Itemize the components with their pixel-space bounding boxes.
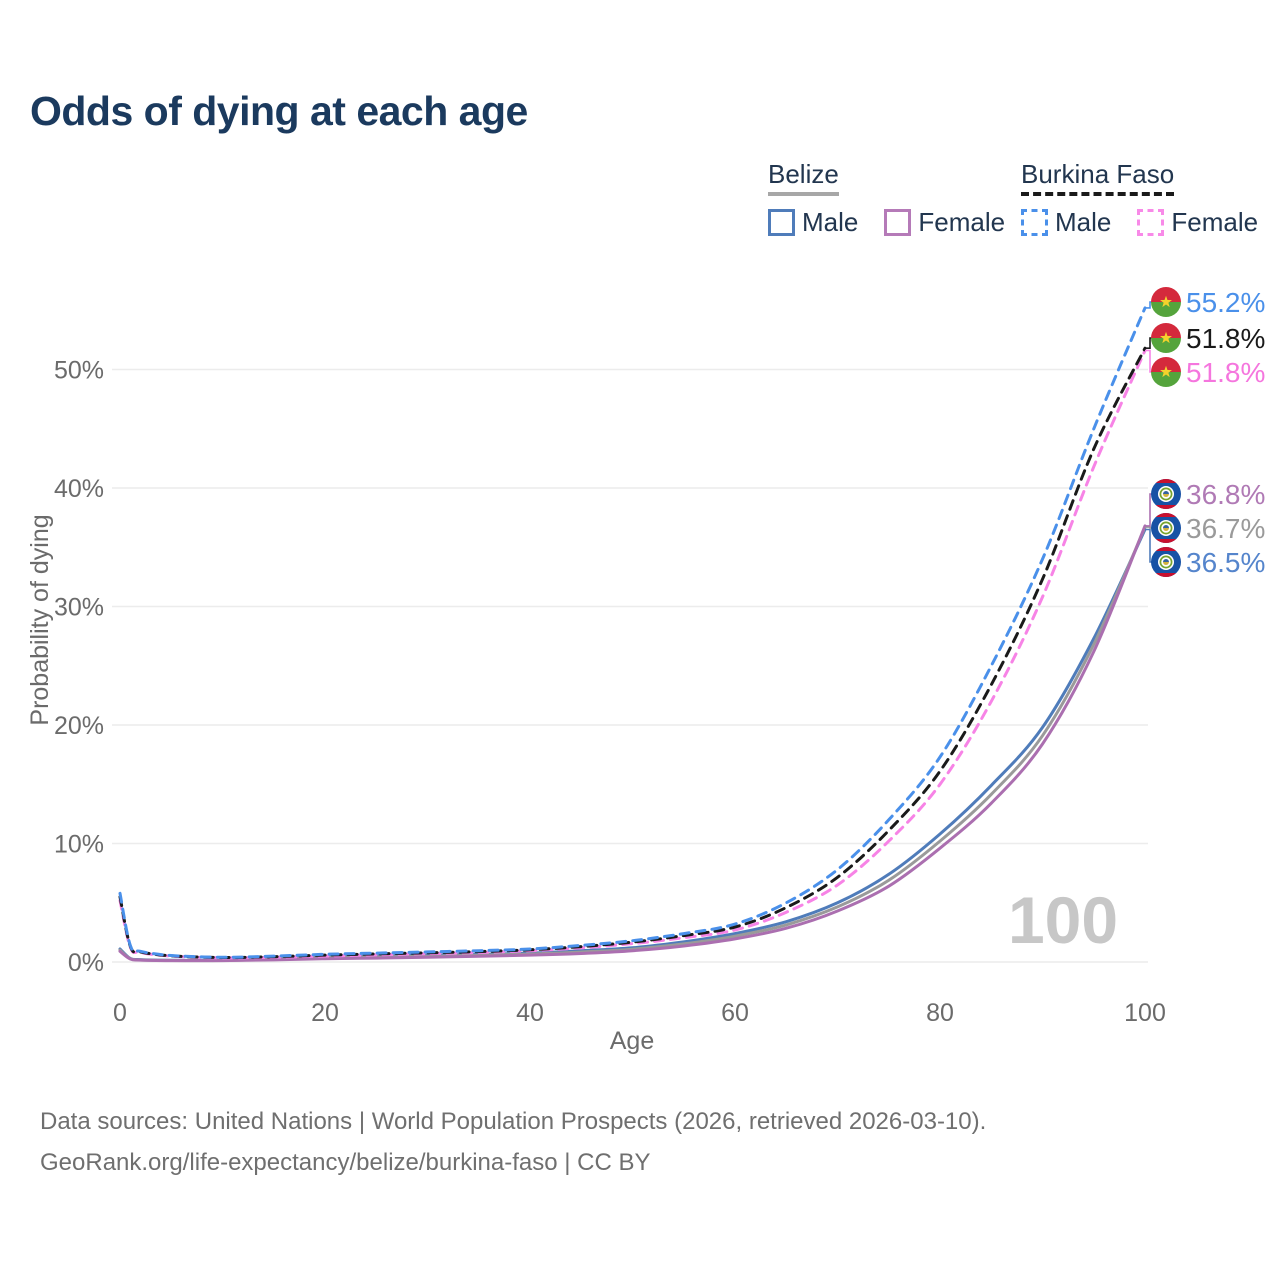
legend-country-belize[interactable]: Belize [768, 160, 839, 196]
end-value-label-belize-female: 36.8% [1186, 479, 1265, 510]
x-tick-label: 100 [1124, 999, 1166, 1027]
end-value-label-burkina-faso-male: 55.2% [1186, 287, 1265, 318]
legend-label: Male [1055, 206, 1112, 237]
legend-label: Female [918, 206, 1006, 237]
hover-age-watermark: 100 [1008, 883, 1118, 957]
legend-item-belize-male[interactable]: Male [768, 207, 858, 238]
curve-burkina-faso-female[interactable] [118, 349, 1147, 960]
legend-item-burkina-faso-male[interactable]: Male [1021, 207, 1111, 238]
legend-item-burkina-faso-female[interactable]: Female [1137, 207, 1258, 238]
data-source-text: Data sources: United Nations | World Pop… [40, 1108, 987, 1135]
curve-burkina-faso-male[interactable] [118, 306, 1147, 959]
belize-flag-icon [1151, 513, 1181, 543]
burkina-faso-male-swatch-icon [1021, 208, 1048, 236]
legend-group-belize: Belize Male Female [768, 160, 1005, 238]
belize-flag-icon [1151, 547, 1181, 577]
curve-burkina-faso-both[interactable] [118, 346, 1147, 960]
x-axis-title: Age [610, 1027, 654, 1055]
legend-country-burkina-faso[interactable]: Burkina Faso [1021, 160, 1175, 196]
end-value-label-belize-both: 36.7% [1186, 513, 1265, 544]
curve-belize-male[interactable] [118, 528, 1147, 962]
legend-label: Female [1171, 206, 1259, 237]
burkina-faso-flag-icon [1151, 287, 1181, 317]
legend-group-burkina-faso: Burkina Faso Male Female [1021, 160, 1258, 238]
curve-belize-female[interactable] [118, 524, 1147, 963]
legend-row-burkina-faso: Male Female [1021, 207, 1258, 238]
x-tick-label: 40 [516, 999, 544, 1027]
burkina-faso-flag-icon [1151, 323, 1181, 353]
y-tick-label: 50% [54, 357, 104, 385]
y-tick-label: 20% [54, 712, 104, 740]
y-tick-label: 30% [54, 594, 104, 622]
end-value-label-belize-male: 36.5% [1186, 547, 1265, 578]
attribution-url-text: GeoRank.org/life-expectancy/belize/burki… [40, 1149, 651, 1176]
belize-female-swatch-icon [884, 208, 912, 236]
y-tick-label: 0% [68, 949, 104, 977]
legend-label: Male [802, 206, 859, 237]
legend-item-belize-female[interactable]: Female [884, 207, 1005, 238]
burkina-faso-female-swatch-icon [1137, 208, 1165, 236]
curve-belize-both[interactable] [118, 525, 1147, 963]
legend-row-belize: Male Female [768, 207, 1005, 238]
belize-male-swatch-icon [768, 208, 795, 236]
burkina-faso-flag-icon [1151, 357, 1181, 387]
x-tick-label: 0 [113, 999, 127, 1027]
end-value-label-burkina-faso-female: 51.8% [1186, 357, 1265, 388]
x-tick-label: 60 [721, 999, 749, 1027]
x-tick-label: 80 [926, 999, 954, 1027]
chart-title: Odds of dying at each age [30, 88, 528, 134]
y-tick-label: 40% [54, 475, 104, 503]
belize-flag-icon [1151, 479, 1181, 509]
end-value-label-burkina-faso-both: 51.8% [1186, 323, 1265, 354]
y-tick-label: 10% [54, 831, 104, 859]
y-axis-title: Probability of dying [26, 514, 54, 725]
x-tick-label: 20 [311, 999, 339, 1027]
